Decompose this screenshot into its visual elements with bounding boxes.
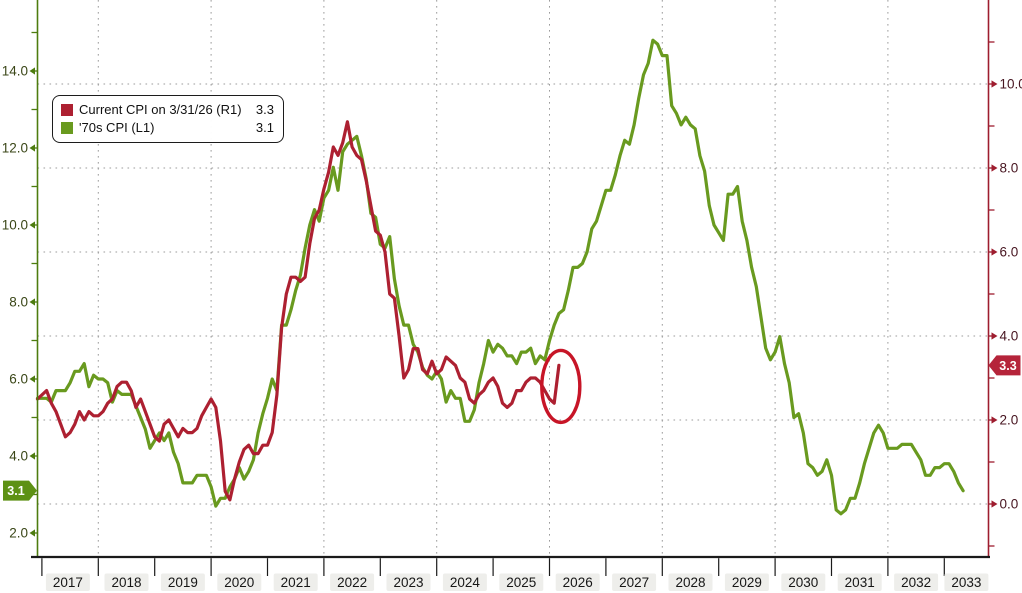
axes: 14.0 12.0 10.0 8.0 6.0 4.0 2.0 10.0 8.0 6.0 4.0 2.0… <box>2 0 1022 559</box>
x-axis-year-chip <box>837 573 882 591</box>
x-axis-year-label: 2025 <box>506 575 536 590</box>
current-cpi-line <box>35 120 561 502</box>
right-axis-tick-arrow-icon <box>991 80 998 88</box>
left-axis-badge-value: 3.1 <box>7 484 24 498</box>
right-axis-tick-label: 0.0 <box>1000 497 1019 512</box>
x-axis-year-chip <box>944 573 989 591</box>
right-axis-tick-label: 8.0 <box>1000 161 1019 176</box>
legend-swatch-current-cpi <box>61 104 73 116</box>
chart-legend: Current CPI on 3/31/26 (R1) 3.3 '70s CPI… <box>52 95 284 143</box>
left-axis-tick-label: 4.0 <box>9 449 28 464</box>
right-axis-tick-arrow-icon <box>991 416 998 424</box>
x-axis-year-label: 2030 <box>788 575 818 590</box>
x-axis-year-label: 2033 <box>951 575 981 590</box>
right-axis-tick-label: 6.0 <box>1000 245 1019 260</box>
x-axis-year-label: 2021 <box>281 575 311 590</box>
x-axis-year-chip <box>273 573 318 591</box>
right-axis-badge-value: 3.3 <box>999 359 1016 373</box>
x-axis-year-label: 2020 <box>224 575 254 590</box>
right-axis-tick-arrow-icon <box>991 332 998 340</box>
x-axis-year-chip <box>386 573 431 591</box>
left-axis-tick-arrow-icon <box>29 298 35 306</box>
right-axis-tick-label: 10.0 <box>1000 77 1022 92</box>
x-axis-year-chip <box>894 573 939 591</box>
legend-item-current-cpi: Current CPI on 3/31/26 (R1) 3.3 <box>61 101 274 119</box>
x-axis-year-label: 2022 <box>337 575 367 590</box>
x-axis-year-chip <box>612 573 657 591</box>
highlight-circle-annotation <box>540 348 582 425</box>
x-axis-year-label: 2018 <box>111 575 141 590</box>
x-axis-year-chip <box>724 573 769 591</box>
x-axis-year-label: 2024 <box>450 575 481 590</box>
x-axis-year-label: 2031 <box>845 575 875 590</box>
legend-value-current-cpi: 3.3 <box>255 102 274 117</box>
right-axis-tick-label: 4.0 <box>1000 329 1019 344</box>
left-axis-tick-arrow-icon <box>29 529 35 537</box>
x-axis-year-label: 2032 <box>901 575 931 590</box>
x-axis-year-label: 2023 <box>393 575 423 590</box>
legend-swatch-70s-cpi <box>61 122 73 134</box>
x-axis-year-chip <box>160 573 205 591</box>
right-axis-tick-arrow-icon <box>991 164 998 172</box>
left-axis-tick-label: 12.0 <box>2 141 28 156</box>
x-axis-year-chip <box>45 573 90 591</box>
legend-label-current-cpi: Current CPI on 3/31/26 (R1) <box>79 102 242 117</box>
x-axis-year-chip <box>781 573 826 591</box>
x-axis-year-chip <box>217 573 262 591</box>
legend-label-70s-cpi: '70s CPI (L1) <box>79 120 155 135</box>
right-axis-tick-arrow-icon <box>991 248 998 256</box>
x-axis-year-label: 2019 <box>168 575 198 590</box>
x-axis-year-chip <box>499 573 544 591</box>
gridlines <box>37 0 989 557</box>
x-axis-year-band: 2017 2018 2019 2020 2021 2022 2023 2024 2025 2026… <box>41 558 989 591</box>
left-axis-tick-arrow-icon <box>29 67 35 75</box>
left-axis-badge <box>3 480 37 501</box>
legend-item-70s-cpi: '70s CPI (L1) 3.1 <box>61 119 274 137</box>
x-axis-year-label: 2027 <box>619 575 649 590</box>
x-axis-year-chip <box>555 573 600 591</box>
left-axis-tick-label: 14.0 <box>2 64 28 79</box>
x-axis-year-label: 2028 <box>675 575 705 590</box>
left-axis-tick-label: 8.0 <box>9 295 28 310</box>
x-axis-year-label: 2029 <box>732 575 762 590</box>
left-axis-tick-arrow-icon <box>29 452 35 460</box>
right-axis-tick-arrow-icon <box>991 500 998 508</box>
left-axis-tick-arrow-icon <box>29 144 35 152</box>
x-axis-year-chip <box>668 573 713 591</box>
left-axis-tick-label: 6.0 <box>9 372 28 387</box>
legend-value-70s-cpi: 3.1 <box>255 120 274 135</box>
seventies-cpi-line <box>35 38 965 516</box>
x-axis-year-label: 2017 <box>53 575 83 590</box>
left-axis-tick-arrow-icon <box>29 221 35 229</box>
left-axis-tick-label: 10.0 <box>2 218 28 233</box>
x-axis-year-chip <box>330 573 375 591</box>
right-axis-badge <box>988 355 1021 376</box>
x-axis-year-chip <box>104 573 149 591</box>
right-axis-tick-label: 2.0 <box>1000 413 1019 428</box>
series-lines <box>35 38 965 516</box>
left-axis-tick-label: 2.0 <box>9 526 28 541</box>
left-axis-tick-arrow-icon <box>29 375 35 383</box>
x-axis-year-chip <box>442 573 487 591</box>
x-axis-year-label: 2026 <box>563 575 593 590</box>
